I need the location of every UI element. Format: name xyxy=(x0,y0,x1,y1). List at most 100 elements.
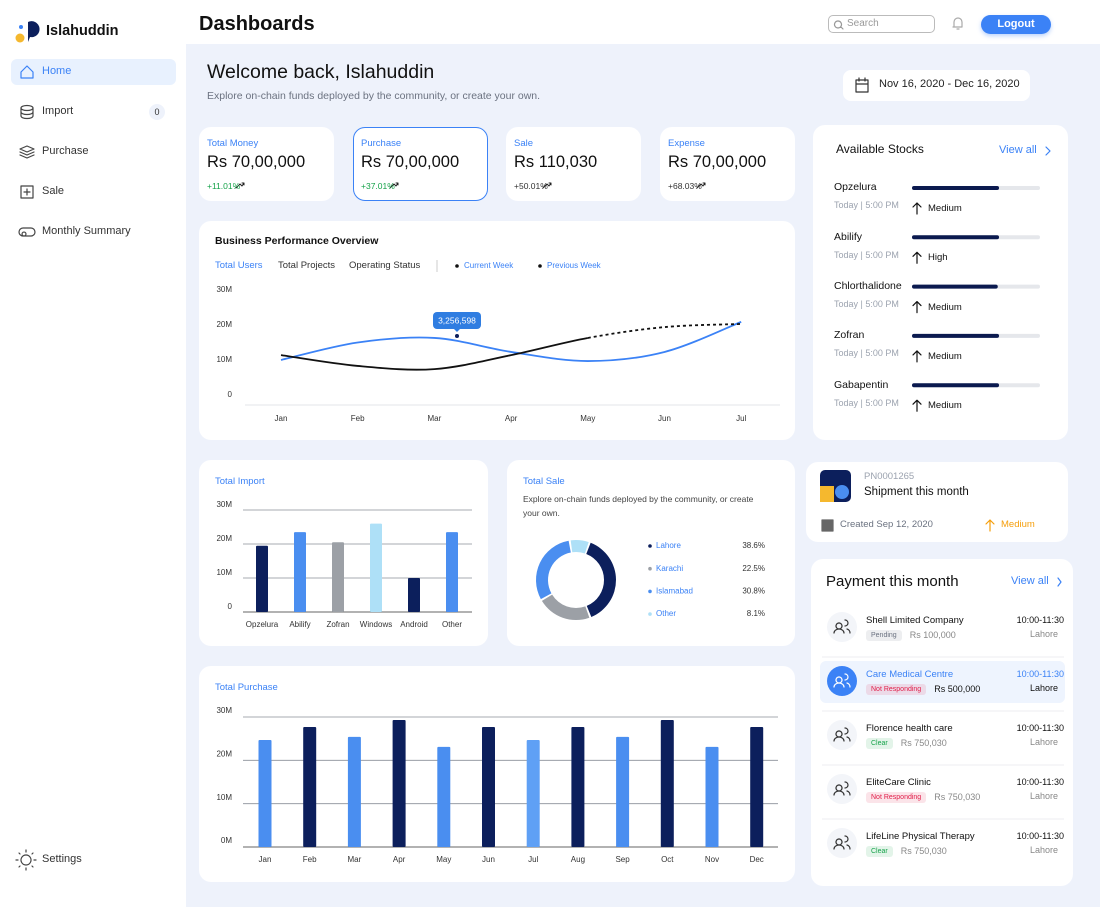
payment-amount: Rs 750,030 xyxy=(900,846,947,856)
legend-label: Current Week xyxy=(464,261,514,271)
payment-meta: Clear Rs 750,030 xyxy=(866,845,947,857)
kpi-change: +37.01% xyxy=(361,180,395,191)
kpi-value: Rs 70,00,000 xyxy=(207,152,306,171)
stock-level: High xyxy=(928,252,948,264)
card-title: Payment this month xyxy=(826,572,959,590)
search-box[interactable] xyxy=(828,15,935,33)
status-badge: Clear xyxy=(866,737,893,749)
payment-name: Florence health care xyxy=(866,723,953,735)
payment-time: 10:00-11:30 xyxy=(1016,831,1064,842)
nav-badge: 0 xyxy=(149,104,165,120)
nav-item[interactable]: Purchase xyxy=(42,145,89,158)
kpi-label: Total Money xyxy=(207,138,259,150)
payment-time: 10:00-11:30 xyxy=(1016,615,1064,626)
stock-level: Medium xyxy=(928,400,962,412)
payment-selected-bg xyxy=(820,661,1065,703)
payment-city: Lahore xyxy=(1029,737,1058,748)
kpi-label: Sale xyxy=(514,138,534,150)
chart-subtitle: Explore on-chain funds deployed by the c… xyxy=(523,494,754,518)
payment-time: 10:00-11:30 xyxy=(1016,723,1064,734)
stock-time: Today | 5:00 PM xyxy=(834,200,899,211)
nav-item[interactable]: Monthly Summary xyxy=(42,225,131,238)
kpi-change: +50.01% xyxy=(514,180,548,191)
chart-title: Total Import xyxy=(215,476,265,488)
chart-title: Total Purchase xyxy=(215,682,278,694)
kpi-value: Rs 110,030 xyxy=(514,152,598,171)
stock-name: Gabapentin xyxy=(834,378,889,391)
payment-time: 10:00-11:30 xyxy=(1016,669,1064,680)
payment-name: LifeLine Physical Therapy xyxy=(866,831,975,843)
payment-name: EliteCare Clinic xyxy=(866,777,931,789)
chart-tab[interactable]: Total Users xyxy=(215,260,263,272)
kpi-card xyxy=(506,127,641,201)
payment-city: Lahore xyxy=(1029,629,1058,640)
kpi-value: Rs 70,00,000 xyxy=(668,152,767,171)
search-placeholder: Search xyxy=(847,17,879,29)
top-bar xyxy=(186,0,1100,44)
stock-name: Chlorthalidone xyxy=(834,280,902,293)
shipment-title: Shipment this month xyxy=(864,485,969,498)
performance-card xyxy=(199,221,795,440)
kpi-card xyxy=(199,127,334,201)
stock-time: Today | 5:00 PM xyxy=(834,348,899,359)
status-badge: Clear xyxy=(866,845,893,857)
stock-level: Medium xyxy=(928,351,962,362)
welcome-title: Welcome back, Islahuddin xyxy=(207,60,435,83)
legend-label: Previous Week xyxy=(547,261,601,271)
date-box xyxy=(843,70,1030,101)
page-title: Dashboards xyxy=(199,12,315,35)
purchase-card xyxy=(199,666,795,882)
payment-time: 10:00-11:30 xyxy=(1016,777,1064,788)
status-badge: Not Responding xyxy=(866,683,927,695)
payment-amount: Rs 500,000 xyxy=(934,684,981,694)
view-all[interactable]: View all xyxy=(999,144,1037,157)
nav-item[interactable]: Home xyxy=(42,65,72,78)
kpi-change: +11.01% xyxy=(207,180,241,191)
date-range: Nov 16, 2020 - Dec 16, 2020 xyxy=(879,78,1020,91)
welcome-subtitle: Explore on-chain funds deployed by the c… xyxy=(207,90,541,103)
stock-level: Medium xyxy=(928,203,962,215)
stock-name: Zofran xyxy=(834,329,865,342)
kpi-change: +68.03% xyxy=(668,180,702,191)
kpi-card xyxy=(660,127,795,201)
status-badge: Pending xyxy=(866,629,902,641)
chart-tab[interactable]: Total Projects xyxy=(278,260,336,272)
payment-city: Lahore xyxy=(1029,845,1058,856)
payment-city: Lahore xyxy=(1029,683,1058,694)
payment-amount: Rs 750,030 xyxy=(900,738,947,748)
shipment-created: Created Sep 12, 2020 xyxy=(840,519,933,531)
payment-meta: Clear Rs 750,030 xyxy=(866,737,947,749)
payment-amount: Rs 100,000 xyxy=(909,630,956,640)
shipment-id: PN0001265 xyxy=(864,471,915,483)
stocks-card xyxy=(813,125,1068,440)
brand: Islahuddin xyxy=(46,23,119,39)
payment-name: Shell Limited Company xyxy=(866,615,964,627)
logout-button[interactable]: Logout xyxy=(981,15,1051,34)
status-badge: Not Responding xyxy=(866,791,927,803)
payment-amount: Rs 750,030 xyxy=(934,792,981,802)
view-all[interactable]: View all xyxy=(1011,575,1049,588)
nav-item[interactable]: Sale xyxy=(42,185,65,198)
nav-item[interactable]: Import xyxy=(42,105,74,118)
stock-name: Opzelura xyxy=(834,181,877,194)
stock-level: Medium xyxy=(928,301,962,313)
chart-tab[interactable]: Operating Status xyxy=(349,260,421,272)
kpi-label: Purchase xyxy=(361,138,402,150)
stock-name: Abilify xyxy=(834,230,863,243)
card-title: Available Stocks xyxy=(836,141,924,156)
payment-meta: Pending Rs 100,000 xyxy=(866,629,956,641)
shipment-priority: Medium xyxy=(1001,519,1035,531)
payment-city: Lahore xyxy=(1029,791,1058,802)
kpi-card xyxy=(353,127,488,201)
nav-active-bg xyxy=(11,59,176,85)
settings[interactable]: Settings xyxy=(42,853,82,866)
kpi-value: Rs 70,00,000 xyxy=(361,152,460,171)
sale-card xyxy=(507,460,795,646)
stock-time: Today | 5:00 PM xyxy=(834,249,899,260)
payment-name: Care Medical Centre xyxy=(866,669,954,681)
import-card xyxy=(199,460,488,646)
chart-title: Total Sale xyxy=(523,476,565,488)
kpi-label: Expense xyxy=(668,138,705,150)
sidebar xyxy=(0,0,186,907)
